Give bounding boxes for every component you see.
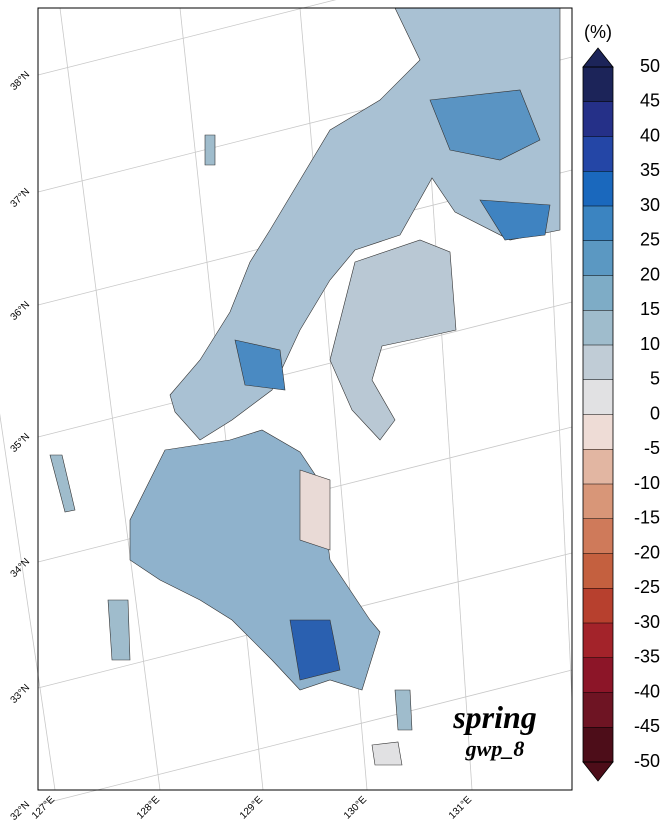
colorbar-tick-label: -15 xyxy=(634,508,660,528)
model-label: gwp_8 xyxy=(465,736,525,761)
land xyxy=(49,7,561,766)
colorbar-tick-label: 15 xyxy=(640,299,660,319)
colorbar-tick-label: 10 xyxy=(640,334,660,354)
colorbar-bin xyxy=(583,240,613,276)
colorbar-bin xyxy=(583,345,613,380)
colorbar-bin xyxy=(583,310,613,345)
colorbar-bin xyxy=(583,484,613,519)
colorbar-tick-label: 25 xyxy=(640,230,660,250)
colorbar-tick-label: 0 xyxy=(650,403,660,423)
lat-label: 37°N xyxy=(9,186,33,210)
colorbar-unit: (%) xyxy=(584,22,612,42)
colorbar-bin xyxy=(583,206,613,241)
colorbar-bin xyxy=(583,727,613,762)
colorbar-tick-label: -35 xyxy=(634,647,660,667)
colorbar-tick-label: -25 xyxy=(634,577,660,597)
colorbar: (%) -50-45-40-35-30-25-20-15-10-50510152… xyxy=(582,22,660,782)
colorbar-bin xyxy=(583,623,613,658)
colorbar-tick-label: 35 xyxy=(640,160,660,180)
colorbar-tick-label: -50 xyxy=(634,751,660,771)
colorbar-bin xyxy=(583,275,613,311)
colorbar-tick-label: 50 xyxy=(640,56,660,76)
colorbar-bin xyxy=(583,657,613,693)
lat-label: 33°N xyxy=(9,682,33,706)
colorbar-bin xyxy=(583,518,613,554)
colorbar-tick-label: 30 xyxy=(640,195,660,215)
colorbar-bin xyxy=(583,414,613,450)
colorbar-bin xyxy=(583,692,613,728)
lat-label: 38°N xyxy=(9,69,33,93)
colorbar-tick-label: -30 xyxy=(634,612,660,632)
colorbar-tick-label: -10 xyxy=(634,473,660,493)
map-panel: spring gwp_8 xyxy=(0,0,573,806)
colorbar-tick-label: 20 xyxy=(640,264,660,284)
lon-label: 130°E xyxy=(342,794,369,821)
lat-label: 35°N xyxy=(9,431,33,455)
lon-label: 131°E xyxy=(447,794,474,821)
colorbar-bin xyxy=(583,449,613,484)
colorbar-bin xyxy=(583,553,613,589)
colorbar-bin xyxy=(583,136,613,172)
colorbar-tick-label: -5 xyxy=(644,438,660,458)
colorbar-bin xyxy=(583,588,613,623)
colorbar-tick-label: 5 xyxy=(650,369,660,389)
colorbar-tick-label: -20 xyxy=(634,542,660,562)
colorbar-bin xyxy=(583,379,613,415)
colorbar-bin xyxy=(583,67,613,102)
colorbar-extend-top xyxy=(582,47,614,68)
lon-label: 129°E xyxy=(238,794,265,821)
colorbar-tick-label: 45 xyxy=(640,91,660,111)
lon-label: 128°E xyxy=(135,794,162,821)
colorbar-bin xyxy=(583,171,613,206)
map-frame xyxy=(37,7,573,791)
colorbar-tick-label: 40 xyxy=(640,125,660,145)
colorbar-bin xyxy=(583,101,613,137)
lon-label: 127°E xyxy=(30,794,57,821)
lat-label: 36°N xyxy=(9,299,33,323)
season-label: spring xyxy=(452,699,537,735)
colorbar-tick-label: -45 xyxy=(634,716,660,736)
colorbar-tick-label: -40 xyxy=(634,681,660,701)
lat-label: 34°N xyxy=(9,556,33,580)
lat-label: 32°N xyxy=(9,799,33,822)
colorbar-extend-bottom xyxy=(582,761,614,782)
